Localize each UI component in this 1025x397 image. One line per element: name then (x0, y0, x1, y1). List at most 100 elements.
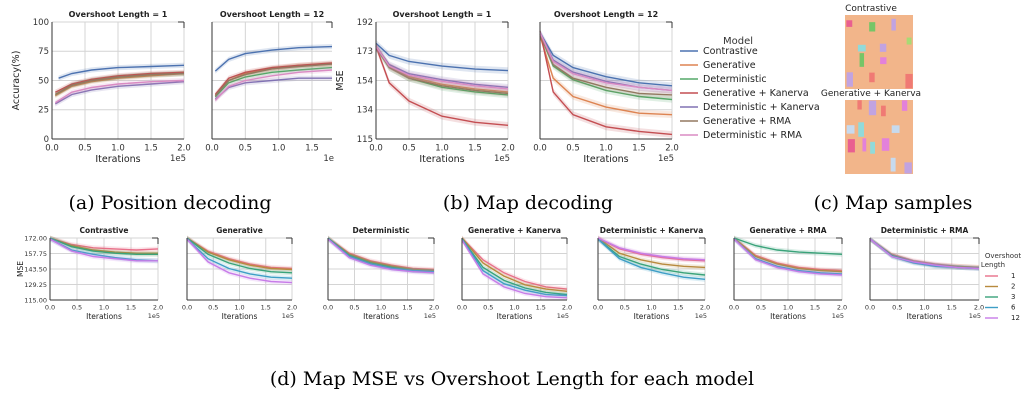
x-axis-label: Iterations (907, 312, 943, 321)
x-tick-label: 1.0 (376, 304, 386, 312)
panel-title: Overshoot Length = 12 (220, 10, 324, 19)
x-tick-label: 1.0 (272, 144, 286, 154)
map-tile (901, 100, 908, 111)
series-line (375, 46, 509, 126)
series-line (214, 66, 333, 98)
model-legend-title: Model (723, 36, 753, 47)
x-axis-label: Iterations (497, 312, 533, 321)
series-line (597, 237, 706, 262)
y-tick-label: 115.00 (24, 296, 47, 304)
series-line (869, 238, 980, 270)
series-line (597, 237, 706, 269)
x-tick-label: 2.0 (153, 304, 163, 312)
series-line (214, 69, 333, 101)
legend-entry: Deterministic + Kanerva (703, 102, 820, 113)
y-tick-label: 50 (38, 76, 49, 86)
series-line (49, 237, 158, 255)
series-line (54, 71, 185, 93)
map-tile (881, 138, 890, 151)
series-band (58, 62, 184, 81)
series-line (58, 64, 185, 79)
chart-a2: 0.0 0.5 1.0 1.5 1e Overshoot Length = 12 (205, 10, 334, 164)
panel-title: Generative + Kanerva (468, 226, 561, 235)
x-tick-label: 1.5 (810, 304, 820, 312)
x-tick-label: 0.0 (593, 304, 603, 312)
x-multiplier: 1e5 (695, 312, 707, 320)
y-tick-label: 157.75 (24, 250, 47, 258)
series-line (539, 32, 673, 92)
series-band (540, 29, 672, 94)
chart-d1: 0.0 0.5 1.0 1.5 2.0 115.00 129.25 143.50 157.75 1… (16, 226, 163, 321)
x-tick-label: 2.0 (562, 304, 572, 312)
y-tick-label: 173 (357, 47, 373, 57)
legend-entry: Generative (703, 60, 756, 71)
series-band (50, 235, 158, 253)
x-tick-label: 1.0 (783, 304, 793, 312)
legend-entry: 12 (1011, 314, 1020, 322)
y-tick-label: 115 (357, 135, 373, 145)
caption-map-samples: (c) Map samples (814, 192, 973, 214)
series-line (733, 238, 843, 276)
caption-map-decoding: (b) Map decoding (443, 192, 613, 214)
map-tile (847, 139, 855, 153)
y-tick-label: 143.50 (24, 265, 47, 273)
x-tick-label: 0.0 (369, 144, 383, 154)
x-tick-label: 1.0 (99, 304, 109, 312)
series-line (375, 45, 509, 88)
series-line (539, 35, 673, 116)
panel-title: Overshoot Length = 1 (69, 10, 168, 19)
series-band (187, 235, 292, 276)
series-line (186, 238, 293, 284)
series-line (49, 237, 159, 251)
y-tick-label: 192 (357, 18, 373, 28)
x-tick-label: 1.5 (536, 304, 546, 312)
x-multiplier: 1e5 (494, 154, 510, 164)
x-multiplier: 1e5 (557, 312, 569, 320)
x-tick-label: 0.5 (402, 144, 416, 154)
x-tick-label: 0.5 (78, 144, 92, 154)
map-tile (862, 138, 867, 152)
map-tile (868, 100, 877, 116)
x-tick-label: 0.0 (865, 304, 875, 312)
map-sample-generative-kanerva (845, 100, 913, 174)
series-line (186, 237, 293, 274)
x-tick-label: 1.5 (673, 304, 683, 312)
x-multiplier: 1e5 (170, 154, 186, 164)
x-tick-label: 0.0 (182, 304, 192, 312)
series-line (54, 72, 185, 96)
x-tick-label: 0.0 (457, 304, 467, 312)
overshoot-legend-title: Overshoot (985, 252, 1021, 260)
map-tile (881, 105, 886, 117)
legend-entry: Deterministic (703, 74, 767, 85)
map-background (845, 100, 913, 174)
series-line (733, 237, 843, 255)
series-line (186, 238, 293, 279)
x-tick-label: 0.0 (323, 304, 333, 312)
map-tile (879, 43, 887, 52)
x-multiplier: 1e5 (969, 312, 981, 320)
x-multiplier: 1e5 (424, 312, 436, 320)
map-tile (846, 20, 853, 27)
legend-entry: 3 (1011, 293, 1015, 301)
x-tick-label: 2.0 (974, 304, 984, 312)
x-axis-label: Iterations (583, 154, 628, 165)
chart-panels: 0.0 0.5 1.0 1.5 2.0 0 25 50 75 100 1e5 Overshoot Le… (11, 10, 984, 321)
series-band (462, 235, 567, 294)
x-multiplier: 1e5 (148, 312, 160, 320)
x-tick-label: 0.0 (205, 144, 219, 154)
map-tile (857, 44, 866, 52)
x-axis-label: Iterations (419, 154, 464, 165)
series-band (55, 70, 184, 99)
x-tick-label: 0.5 (349, 304, 359, 312)
series-line (461, 239, 568, 299)
sample-title-generative-kanerva: Generative + Kanerva (821, 89, 921, 99)
series-band (55, 69, 184, 95)
x-tick-label: 0.5 (239, 144, 253, 154)
y-tick-label: 0 (44, 135, 49, 145)
legend-entry: Deterministic + RMA (703, 130, 802, 141)
legend-entry: 2 (1011, 283, 1015, 291)
series-line (49, 238, 159, 262)
